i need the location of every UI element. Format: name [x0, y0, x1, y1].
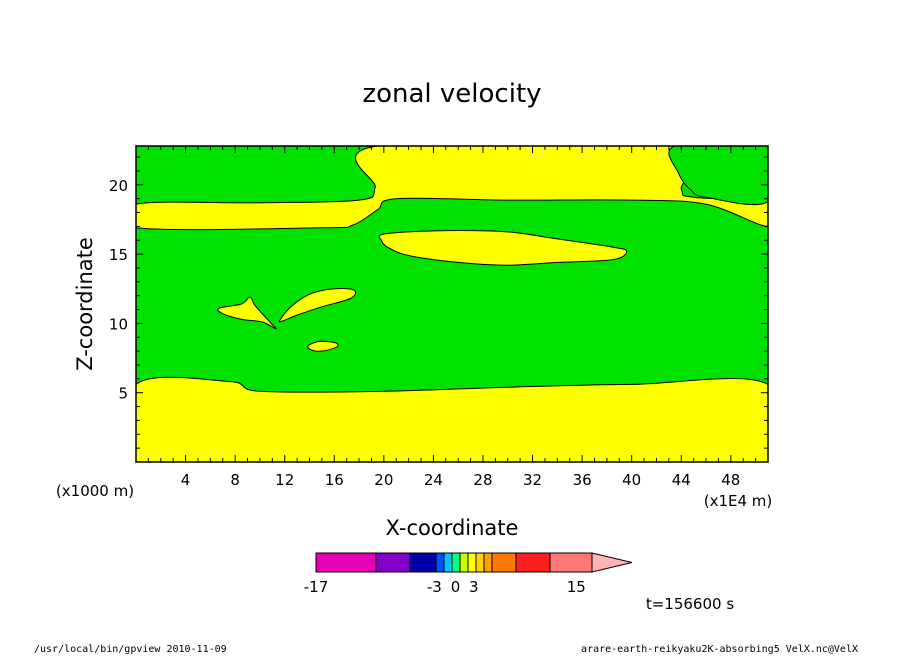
y-tick-label: 20 — [109, 177, 128, 195]
contour-top-right-corner — [668, 146, 768, 206]
x-axis-title: X-coordinate — [386, 516, 519, 540]
colorbar — [315, 552, 633, 573]
colorbar-tick-label: 3 — [469, 578, 479, 596]
contour-wing-right — [278, 287, 357, 323]
y-tick-label: 5 — [118, 385, 128, 403]
colorbar-tick-labels: -17 -3 0 3 15 — [304, 578, 586, 596]
y-unit-label: (x1000 m) — [56, 482, 134, 500]
contour-wing-left — [217, 296, 277, 330]
colorbar-tick-label: -3 — [427, 578, 442, 596]
x-tick-label: 32 — [523, 471, 542, 489]
footer-right: arare-earth-reikyaku2K-absorbing5_VelX.n… — [581, 644, 858, 654]
x-unit-label: (x1E4 m) — [704, 492, 773, 510]
colorbar-tick-label: 0 — [451, 578, 461, 596]
colorbar-segment — [491, 552, 517, 573]
chart-title: zonal velocity — [362, 79, 541, 109]
x-ticks: 4 8 12 16 20 24 28 32 36 40 44 48 — [147, 146, 757, 489]
colorbar-segment — [483, 552, 493, 573]
colorbar-segment — [409, 552, 437, 573]
contour-bottom-layer — [136, 376, 768, 462]
x-tick-label: 24 — [424, 471, 443, 489]
x-tick-label: 44 — [672, 471, 691, 489]
y-axis-title: Z-coordinate — [73, 237, 97, 371]
x-tick-label: 36 — [573, 471, 592, 489]
colorbar-segment — [475, 552, 485, 573]
y-tick-label: 10 — [109, 315, 128, 333]
colorbar-segment — [549, 552, 593, 573]
colorbar-segment — [515, 552, 551, 573]
footer-left: /usr/local/bin/gpview 2010-11-09 — [34, 644, 227, 654]
contour-small-blob — [307, 340, 339, 352]
colorbar-segment — [375, 552, 411, 573]
x-tick-label: 12 — [275, 471, 294, 489]
colorbar-segment — [459, 552, 469, 573]
colorbar-tick-label: 15 — [567, 578, 586, 596]
colorbar-segment — [315, 552, 377, 573]
x-tick-label: 48 — [721, 471, 740, 489]
x-tick-label: 16 — [325, 471, 344, 489]
time-label: t=156600 s — [646, 595, 734, 613]
x-tick-label: 40 — [622, 471, 641, 489]
x-tick-label: 8 — [230, 471, 240, 489]
colorbar-segment — [435, 552, 445, 573]
x-tick-label: 4 — [181, 471, 191, 489]
contour-fills — [136, 146, 768, 462]
colorbar-arrow — [591, 552, 633, 573]
colorbar-tick-label: -17 — [304, 578, 329, 596]
colorbar-segment — [467, 552, 477, 573]
y-ticks: 5 10 15 20 — [109, 156, 768, 449]
plot-frame — [135, 145, 769, 463]
x-tick-label: 20 — [374, 471, 393, 489]
colorbar-segment — [443, 552, 453, 573]
x-tick-label: 28 — [473, 471, 492, 489]
contour-ellipse-16 — [378, 230, 628, 266]
y-tick-label: 15 — [109, 246, 128, 264]
colorbar-segment — [451, 552, 461, 573]
